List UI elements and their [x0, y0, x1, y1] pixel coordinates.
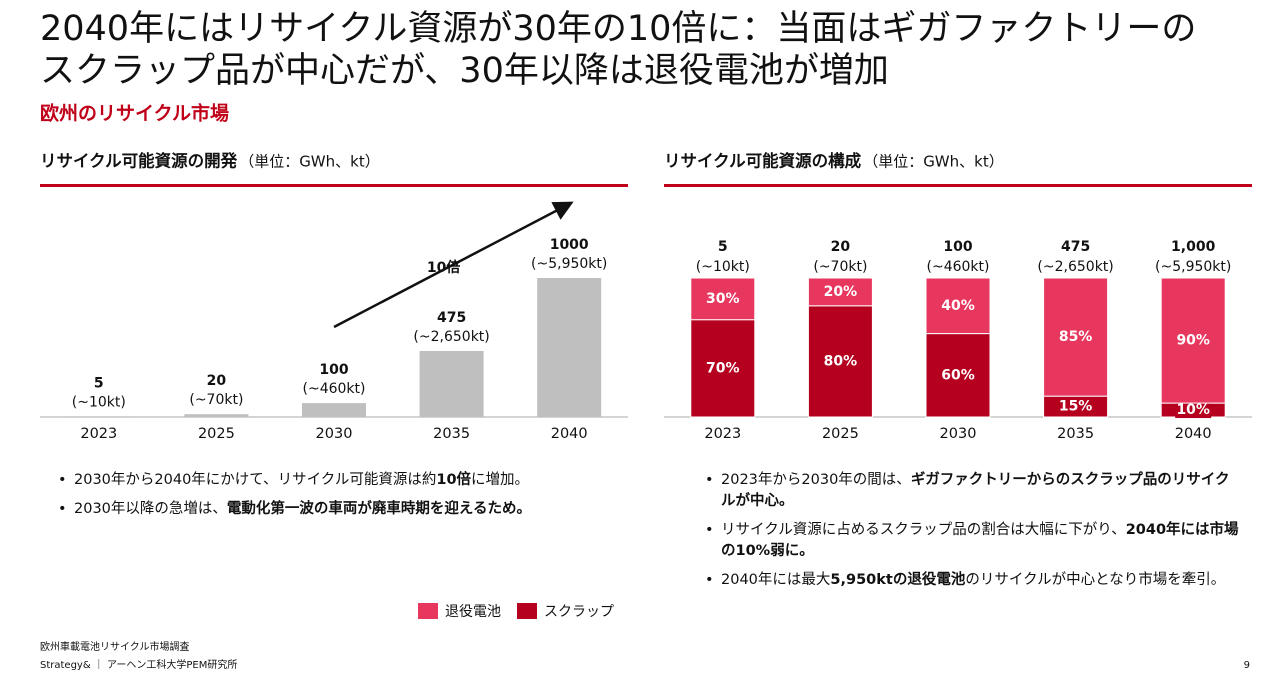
value-label: 20: [207, 373, 227, 389]
kt-label: (~5,950kt): [1155, 259, 1231, 275]
legend-label: スクラップ: [544, 604, 614, 620]
bullets-left: 2030年から2040年にかけて、リサイクル可能資源は約10倍に増加。2030年…: [58, 470, 638, 528]
x-tick-label: 2030: [940, 426, 977, 442]
segment-label: 70%: [706, 360, 740, 376]
legend-swatch: [517, 603, 537, 619]
total-label: 5: [718, 239, 728, 255]
value-label: 475: [437, 310, 466, 326]
bullet-text: 10倍: [436, 472, 472, 488]
bullets-right: 2023年から2030年の間は、ギガファクトリーからのスクラップ品のリサイクルが…: [705, 470, 1240, 599]
bar: [66, 416, 131, 417]
kt-label: (~70kt): [813, 259, 867, 275]
kt-label: (~2,650kt): [1037, 259, 1113, 275]
kt-label: (~460kt): [927, 259, 990, 275]
bullet: リサイクル資源に占めるスクラップ品の割合は大幅に下がり、2040年には市場の10…: [705, 520, 1240, 562]
bar-segment: [1043, 277, 1109, 397]
annotation: 10倍: [427, 259, 460, 276]
bullet-text: 2030年から2040年にかけて、リサイクル可能資源は約: [74, 472, 437, 488]
chart-unit: （単位：GWh、kt）: [863, 153, 1004, 171]
kt-label: (~70kt): [189, 392, 243, 408]
bullet-text: 電動化第一波の車両が廃車時期を迎えるため。: [226, 501, 531, 517]
segment-label: 30%: [706, 291, 740, 307]
page-number: 9: [1244, 660, 1250, 671]
total-label: 20: [831, 239, 851, 255]
bar-segment: [807, 277, 873, 307]
bullet-text: 2040年には市場の10%弱に。: [721, 522, 1239, 559]
chart-rule: [40, 184, 628, 187]
value-label: 1000: [550, 237, 589, 253]
segment-label: 10%: [1176, 402, 1210, 418]
bar: [184, 414, 249, 417]
kt-label: (~5,950kt): [531, 256, 607, 272]
bar-segment: [690, 277, 756, 321]
value-label: 100: [319, 362, 348, 378]
bar: [302, 403, 366, 417]
bar-segment: [925, 277, 991, 335]
bullet-text: に増加。: [471, 472, 530, 488]
bar-segment: [807, 305, 873, 418]
x-tick-label: 2023: [704, 426, 741, 442]
chart-title: リサイクル可能資源の開発: [40, 151, 238, 171]
bullet-text: 5,950ktの退役電池: [830, 572, 966, 588]
title-line: スクラップ品が中心だが、30年以降は退役電池が増加: [40, 51, 889, 91]
bar: [537, 278, 602, 417]
chart-unit: （単位：GWh、kt）: [239, 153, 380, 171]
legend-label: 退役電池: [445, 604, 501, 620]
bullet-text: 2040年には最大: [721, 572, 831, 588]
segment-label: 20%: [824, 284, 858, 300]
kt-label: (~460kt): [303, 381, 366, 397]
bullet-text: リサイクル資源に占めるスクラップ品の割合は大幅に下がり、: [721, 522, 1126, 538]
x-tick-label: 2040: [551, 426, 588, 442]
legend-swatch: [418, 603, 438, 619]
label-bg: [1057, 398, 1094, 415]
x-tick-label: 2025: [822, 426, 859, 442]
kt-label: (~10kt): [696, 259, 750, 275]
segment-label: 40%: [941, 298, 975, 314]
footer: 欧州車載電池リサイクル市場調査: [40, 640, 190, 653]
kt-label: (~10kt): [72, 394, 126, 410]
segment-label: 60%: [941, 367, 975, 383]
x-tick-label: 2023: [80, 426, 117, 442]
footer: Strategy& ｜ アーヘン工科大学PEM研究所: [40, 658, 237, 671]
segment-label: 80%: [824, 353, 858, 369]
bullet: 2030年以降の急増は、電動化第一波の車両が廃車時期を迎えるため。: [58, 499, 638, 520]
bullet-text: 2023年から2030年の間は、: [721, 472, 911, 488]
chart-rule: [664, 184, 1252, 187]
bar: [419, 350, 484, 417]
segment-label: 15%: [1059, 399, 1093, 415]
chart-title: リサイクル可能資源の構成: [664, 151, 862, 171]
bullet-text: 2030年以降の急増は、: [74, 501, 227, 517]
bullet: 2040年には最大5,950ktの退役電池のリサイクルが中心となり市場を牽引。: [705, 570, 1240, 591]
label-bg: [1175, 402, 1212, 419]
x-tick-label: 2035: [1057, 426, 1094, 442]
kt-label: (~2,650kt): [413, 329, 489, 345]
growth-arrow: [333, 201, 574, 329]
x-tick-label: 2030: [316, 426, 353, 442]
bullet-text: のリサイクルが中心となり市場を牽引。: [965, 572, 1226, 588]
total-label: 100: [943, 239, 972, 255]
x-tick-label: 2035: [433, 426, 470, 442]
x-tick-label: 2040: [1175, 426, 1212, 442]
value-label: 5: [94, 375, 104, 391]
bar-segment: [690, 319, 756, 418]
segment-label: 85%: [1059, 329, 1093, 345]
x-tick-label: 2025: [198, 426, 235, 442]
bullet: 2030年から2040年にかけて、リサイクル可能資源は約10倍に増加。: [58, 470, 638, 491]
segment-label: 90%: [1176, 333, 1210, 349]
bar-segment: [1160, 277, 1226, 404]
bullet-text: ギガファクトリーからのスクラップ品のリサイクルが中心。: [721, 472, 1230, 509]
total-label: 1,000: [1171, 239, 1216, 255]
title-line: 2040年にはリサイクル資源が30年の10倍に：当面はギガファクトリーの: [40, 9, 1196, 49]
bullet: 2023年から2030年の間は、ギガファクトリーからのスクラップ品のリサイクルが…: [705, 470, 1240, 512]
subtitle: 欧州のリサイクル市場: [40, 102, 229, 125]
total-label: 475: [1061, 239, 1090, 255]
